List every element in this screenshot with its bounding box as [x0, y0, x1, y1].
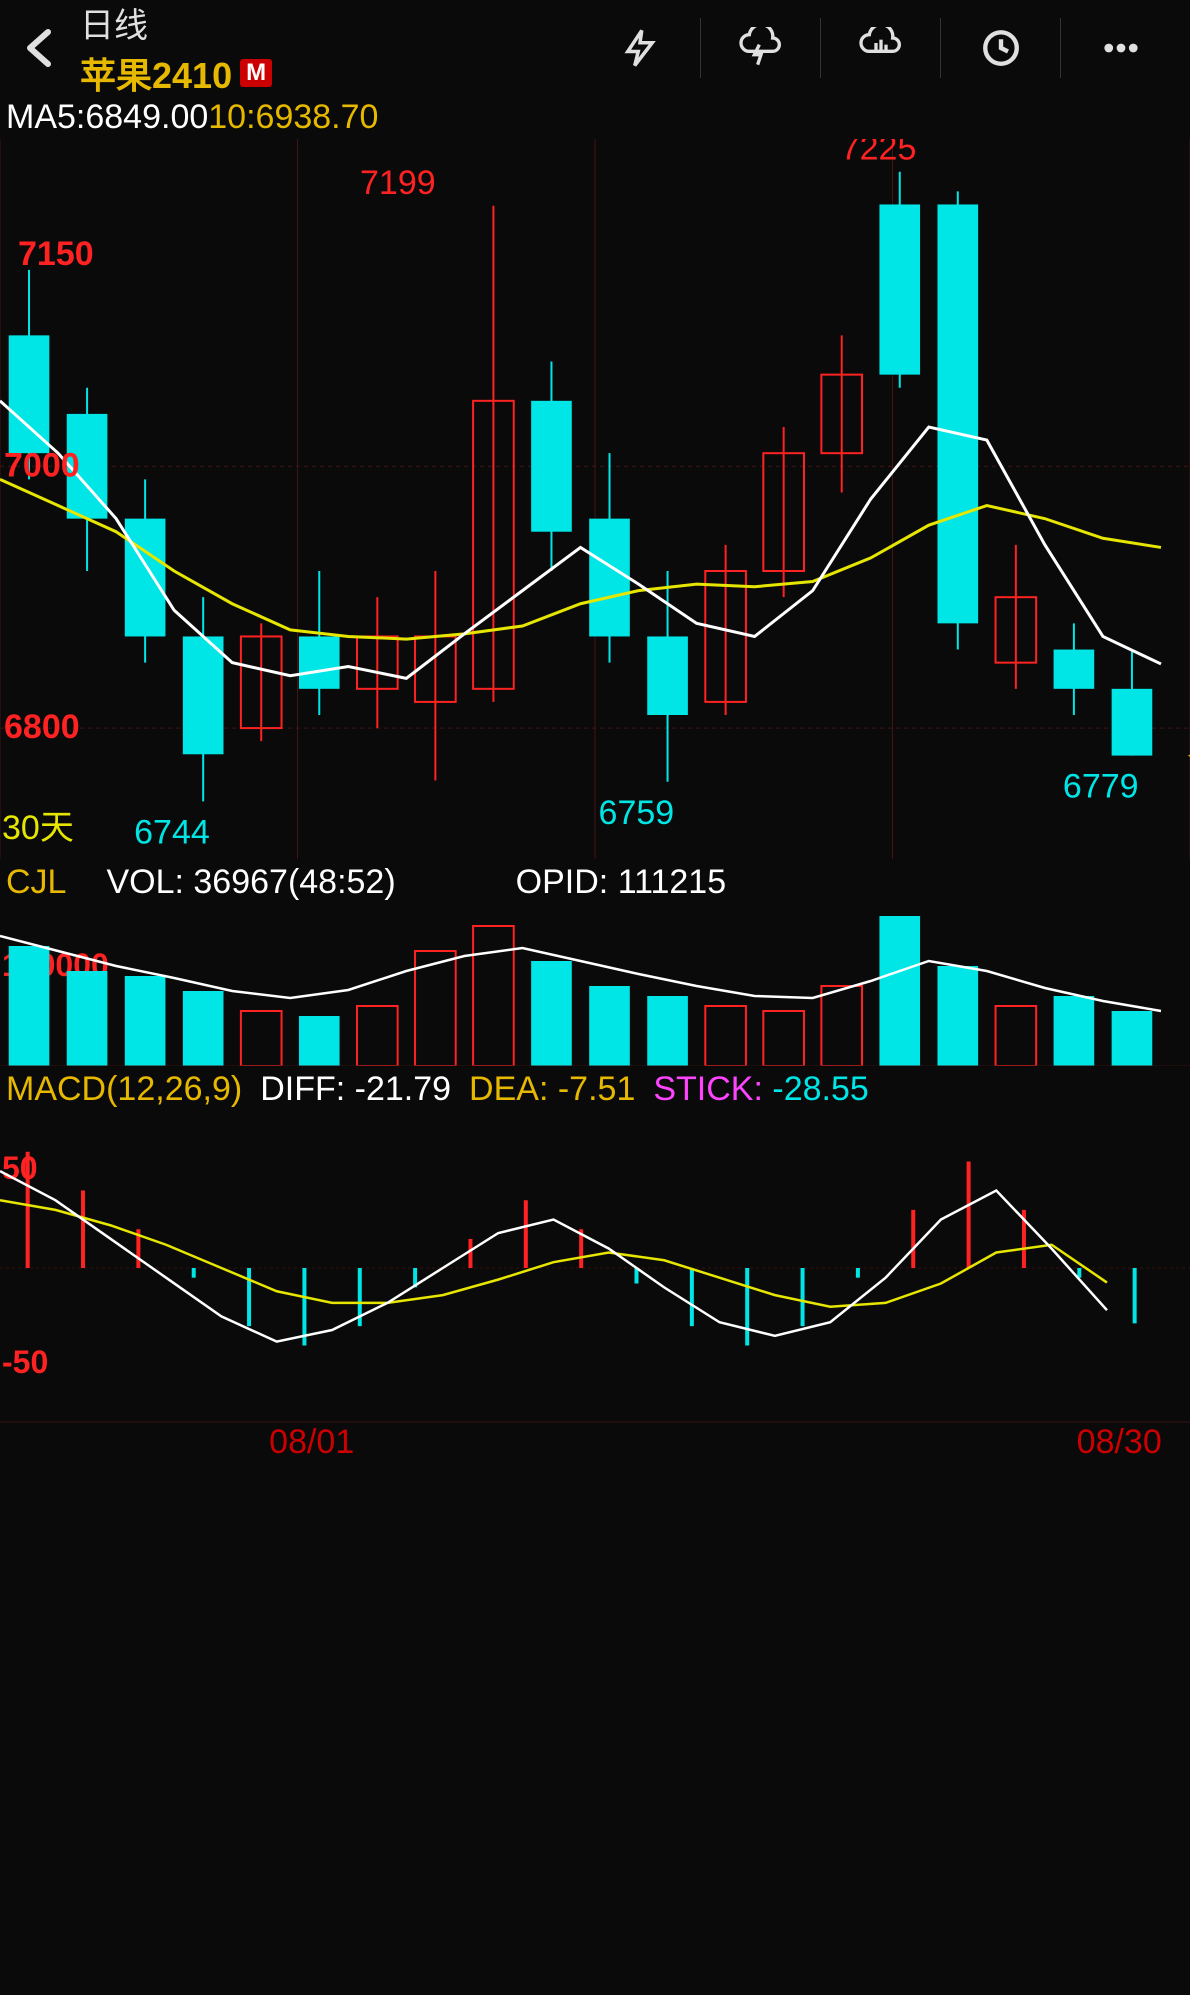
lightning-icon[interactable] [580, 18, 700, 78]
clock-icon[interactable] [940, 18, 1060, 78]
svg-text:6800: 6800 [4, 708, 80, 746]
symbol-text: 苹果2410 [80, 47, 232, 99]
x-axis: 08/01 08/30 [0, 1423, 1190, 1463]
svg-text:7150: 7150 [18, 235, 94, 273]
ma5-value: 6849.00 [85, 98, 208, 136]
cloud-chart-icon[interactable] [820, 18, 940, 78]
ma-indicator-row: MA5:6849.0010:6938.70 [0, 96, 1190, 139]
macd-chart[interactable]: 50-50 [0, 1113, 1190, 1423]
opid-text: OPID: 111215 [516, 863, 726, 902]
diff-label: DIFF: -21.79 [260, 1070, 451, 1109]
m-badge: M [240, 59, 272, 87]
header-bar: 日线 苹果2410 M [0, 0, 1190, 96]
x-axis-label: 08/30 [1077, 1423, 1162, 1462]
svg-text:7000: 7000 [4, 446, 80, 484]
svg-text:-50: -50 [2, 1344, 48, 1380]
dea-label: DEA: -7.51 [469, 1070, 635, 1109]
volume-info-row: CJL VOL: 36967(48:52) OPID: 111215 [0, 859, 1190, 906]
svg-text:6779: 6779 [1063, 768, 1139, 806]
volume-chart[interactable]: 100000 [0, 906, 1190, 1066]
cjl-label: CJL [6, 863, 66, 902]
back-button[interactable] [10, 18, 70, 78]
header-icons [272, 18, 1180, 78]
more-icon[interactable] [1060, 18, 1180, 78]
svg-text:7225: 7225 [841, 139, 917, 168]
svg-text:7199: 7199 [360, 164, 436, 202]
svg-text:30天: 30天 [2, 809, 74, 847]
svg-text:6759: 6759 [599, 794, 675, 832]
ma10-value: 6938.70 [256, 98, 379, 136]
title-block: 日线 苹果2410 M [80, 0, 272, 99]
stick-label: STICK: -28.55 [653, 1070, 868, 1109]
cloud-lightning-icon[interactable] [700, 18, 820, 78]
ma10-label: 10: [208, 98, 255, 136]
macd-title: MACD(12,26,9) [6, 1070, 242, 1109]
timeframe-label: 日线 [80, 0, 272, 47]
ma5-label: MA5: [6, 98, 85, 136]
macd-info-row: MACD(12,26,9) DIFF: -21.79 DEA: -7.51 ST… [0, 1066, 1190, 1113]
x-axis-label: 08/01 [269, 1423, 354, 1462]
svg-text:6744: 6744 [134, 813, 210, 851]
price-chart[interactable]: 7000 6800 7150 7199 7225 6744 6759 6779 30天 [0, 139, 1190, 859]
symbol-label: 苹果2410 M [80, 47, 272, 99]
vol-text: VOL: 36967(48:52) [106, 863, 395, 902]
